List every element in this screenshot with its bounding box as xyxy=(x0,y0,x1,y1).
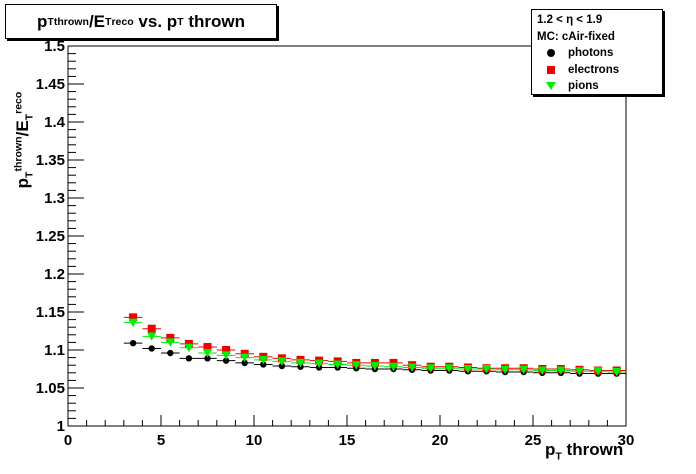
pions-point xyxy=(165,338,175,347)
x-tick-label: 0 xyxy=(64,432,72,449)
photons-point xyxy=(148,345,155,352)
y-tick-label: 1.1 xyxy=(44,342,65,359)
pions-point xyxy=(426,364,436,373)
pions-point xyxy=(556,366,566,376)
pions-point xyxy=(463,365,473,374)
pions-point xyxy=(519,365,529,375)
pions-point xyxy=(314,359,324,369)
pions-point xyxy=(482,365,491,374)
pions-point xyxy=(407,363,417,372)
photons-point xyxy=(241,359,248,367)
pions-point xyxy=(147,332,157,341)
pions-point xyxy=(258,355,268,365)
x-tick-label: 5 xyxy=(157,432,165,449)
photons-point xyxy=(260,361,267,368)
photons-point xyxy=(167,349,174,357)
electrons-point xyxy=(222,346,231,354)
x-tick-label: 10 xyxy=(246,432,263,449)
legend-header-mc: MC: cAir-fixed xyxy=(537,31,615,43)
y-tick-label: 1.3 xyxy=(44,190,65,207)
y-tick-label: 1.45 xyxy=(36,76,65,93)
pions-point xyxy=(128,318,138,328)
circle-marker-icon xyxy=(547,49,555,57)
pions-point xyxy=(351,361,361,370)
pions-point xyxy=(240,353,250,363)
y-tick-label: 1.5 xyxy=(44,38,65,55)
pions-point xyxy=(370,361,380,371)
y-tick-label: 1 xyxy=(57,418,65,435)
electrons-point xyxy=(129,313,138,322)
y-axis-label: pTthrown/ETreco xyxy=(12,91,36,189)
photons-point xyxy=(129,339,137,347)
x-tick-label: 25 xyxy=(525,432,542,449)
electrons-point xyxy=(147,324,156,333)
legend-entry-electrons: electrons xyxy=(532,62,662,78)
legend-entry-pions: pions xyxy=(532,78,662,94)
pions-point xyxy=(184,343,194,353)
x-axis-label: pT thrown xyxy=(545,440,624,463)
pions-point xyxy=(575,367,584,376)
x-tick-label: 15 xyxy=(339,432,356,449)
x-tick-label: 30 xyxy=(618,432,635,449)
pions-point xyxy=(203,349,212,358)
legend-header-eta: 1.2 < η < 1.9 xyxy=(537,14,603,26)
y-tick-label: 1.35 xyxy=(36,152,65,169)
pions-point xyxy=(333,360,343,369)
y-tick-label: 1.2 xyxy=(44,266,65,283)
square-marker-icon xyxy=(547,66,555,74)
pions-point xyxy=(296,358,305,368)
electrons-point xyxy=(203,342,212,351)
pions-point xyxy=(277,357,287,366)
pions-point xyxy=(537,366,547,376)
pions-point xyxy=(221,351,231,360)
photons-point xyxy=(185,355,193,362)
pions-point xyxy=(500,365,510,375)
pions-point xyxy=(593,367,603,376)
pions-point xyxy=(612,368,622,377)
x-tick-label: 20 xyxy=(432,432,449,449)
y-tick-label: 1.15 xyxy=(36,304,65,321)
photons-point xyxy=(222,357,230,364)
y-tick-label: 1.05 xyxy=(36,380,65,397)
y-tick-label: 1.25 xyxy=(36,228,65,245)
pions-point xyxy=(389,362,398,372)
y-tick-label: 1.4 xyxy=(44,114,66,131)
photons-point xyxy=(278,362,286,370)
pions-point xyxy=(444,364,454,373)
legend: 1.2 < η < 1.9 MC: cAir-fixed photons ele… xyxy=(531,9,663,95)
legend-entry-photons: photons xyxy=(532,45,662,61)
electrons-point xyxy=(166,333,175,342)
triangle-down-marker-icon xyxy=(546,82,556,90)
photons-point xyxy=(204,355,211,362)
